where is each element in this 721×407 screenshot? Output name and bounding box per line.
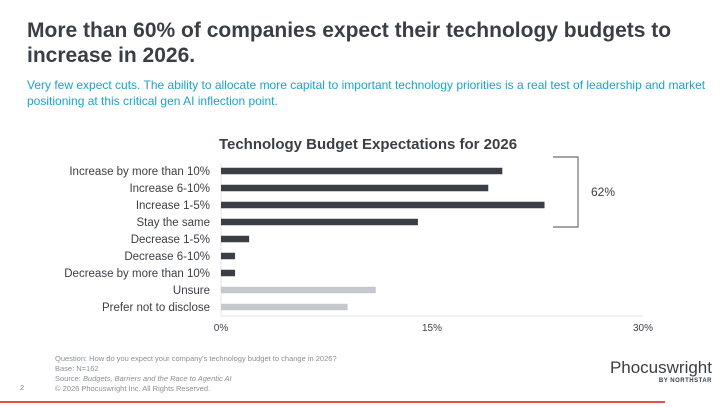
category-label: Increase 6-10% xyxy=(129,183,210,195)
category-label: Decrease 1-5% xyxy=(131,234,210,246)
bar xyxy=(221,286,376,294)
footnote-base: Base: N=162 xyxy=(55,364,99,373)
footnote: Question: How do you expect your company… xyxy=(55,354,337,394)
page-title: More than 60% of companies expect their … xyxy=(27,19,672,67)
page-subtitle: Very few expect cuts. The ability to all… xyxy=(27,78,706,108)
page-number: 2 xyxy=(20,383,25,392)
logo-sub: BY NORTHSTAR xyxy=(658,378,712,384)
x-tick-label: 15% xyxy=(422,323,442,334)
footer-divider xyxy=(0,401,665,403)
category-label: Increase by more than 10% xyxy=(69,166,210,178)
logo-main: Phocuswright xyxy=(609,358,712,377)
category-label: Decrease 6-10% xyxy=(124,251,210,263)
footnote-copyright: © 2026 Phocuswright Inc. All Rights Rese… xyxy=(55,384,211,393)
bar xyxy=(221,167,503,175)
bracket xyxy=(553,156,579,228)
bar xyxy=(221,269,236,277)
chart-title: Technology Budget Expectations for 2026 xyxy=(218,136,518,153)
bar xyxy=(221,184,489,192)
annotation-label: 62% xyxy=(591,185,615,199)
category-label: Decrease by more than 10% xyxy=(64,268,210,280)
source-title: Budgets, Barriers and the Race to Agenti… xyxy=(82,374,232,383)
bar xyxy=(221,303,348,311)
category-label: Unsure xyxy=(173,285,210,297)
phocuswright-logo: Phocuswright BY NORTHSTAR xyxy=(592,358,712,384)
x-tick-label: 30% xyxy=(633,323,653,334)
category-label: Stay the same xyxy=(136,217,210,229)
footnote-source: Source: Budgets, Barriers and the Race t… xyxy=(55,374,337,384)
category-label: Prefer not to disclose xyxy=(102,302,210,314)
bar xyxy=(221,218,418,226)
bar xyxy=(221,235,250,243)
category-label: Increase 1-5% xyxy=(136,200,210,212)
x-tick-label: 0% xyxy=(214,323,229,334)
footnote-question: Question: How do you expect your company… xyxy=(55,354,337,363)
bar xyxy=(221,201,545,209)
bar xyxy=(221,252,236,260)
source-prefix: Source: xyxy=(55,374,83,383)
